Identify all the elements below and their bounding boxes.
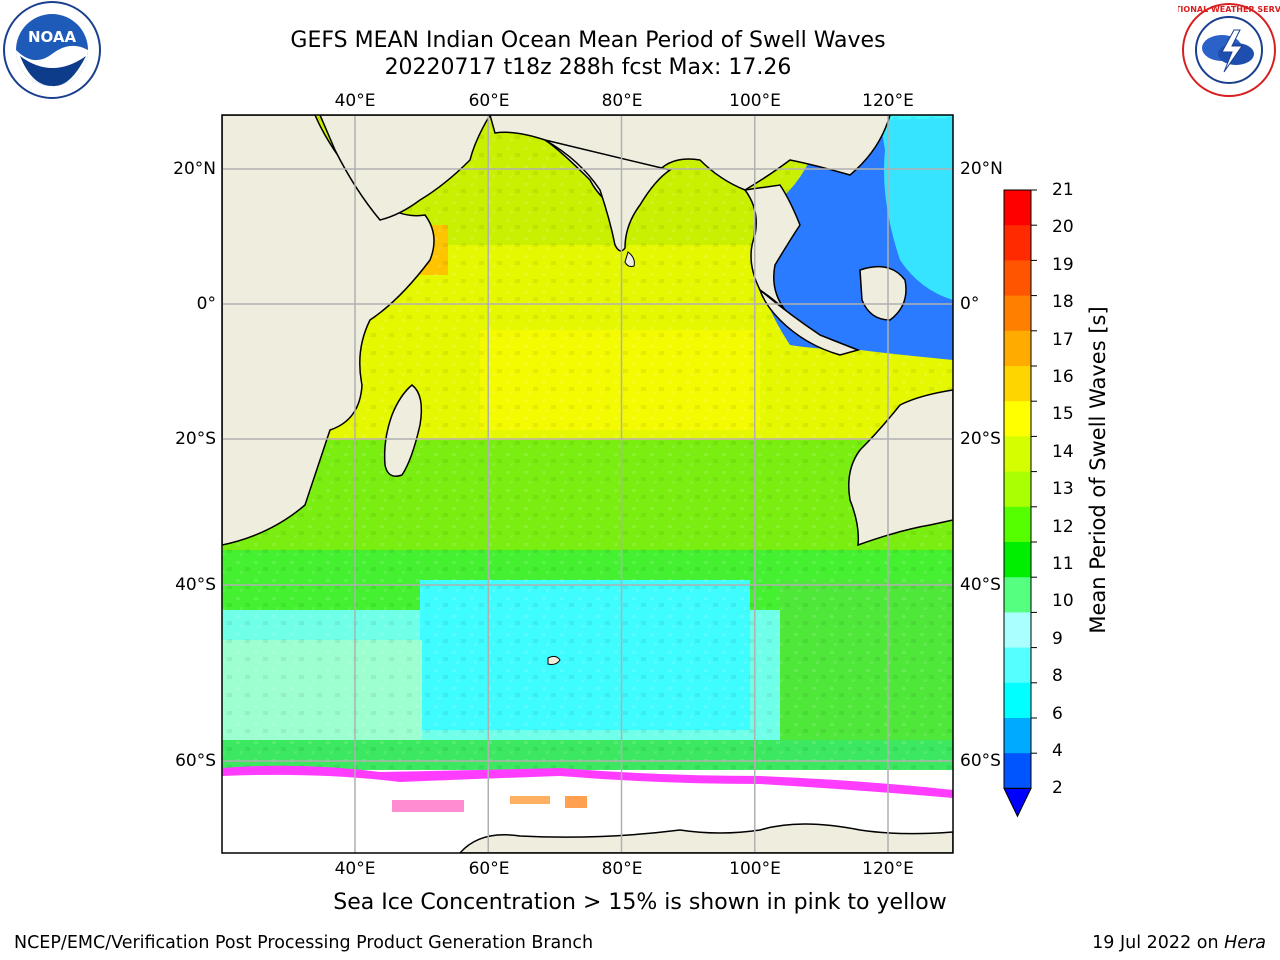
lat-tick-right: 20°N bbox=[960, 159, 1003, 179]
colorbar-tick-label: 18 bbox=[1052, 292, 1074, 313]
colorbar-segment bbox=[1004, 295, 1031, 332]
lon-tick-bottom: 80°E bbox=[601, 859, 643, 879]
lon-tick-bottom: 120°E bbox=[862, 859, 914, 879]
lon-tick-top: 80°E bbox=[601, 91, 643, 111]
colorbar-segment bbox=[1004, 366, 1031, 402]
colorbar-segment bbox=[1004, 225, 1031, 261]
map-field bbox=[222, 115, 953, 853]
land-sumatra bbox=[758, 287, 861, 356]
colorbar bbox=[1003, 189, 1037, 818]
chart-title: GEFS MEAN Indian Ocean Mean Period of Sw… bbox=[290, 28, 886, 53]
lat-tick-right: 20°S bbox=[960, 429, 1001, 449]
colorbar-segment bbox=[1004, 190, 1031, 226]
lon-tick-top: 60°E bbox=[468, 91, 510, 111]
lat-tick-right: 40°S bbox=[960, 575, 1001, 595]
land-kerguelen bbox=[547, 655, 561, 665]
land-sri-lanka bbox=[624, 251, 635, 267]
colorbar-segment bbox=[1004, 436, 1031, 473]
lon-tick-bottom: 60°E bbox=[468, 859, 510, 879]
colorbar-segment bbox=[1004, 260, 1031, 297]
colorbar-segment bbox=[1004, 647, 1031, 684]
lon-tick-top: 40°E bbox=[334, 91, 376, 111]
lat-tick-right: 0° bbox=[960, 294, 980, 314]
colorbar-segment bbox=[1004, 506, 1031, 543]
colorbar-segment bbox=[1004, 577, 1031, 613]
colorbar-tick-label: 21 bbox=[1052, 180, 1074, 200]
colorbar-tick-label: 14 bbox=[1052, 441, 1074, 462]
colorbar-tick-label: 16 bbox=[1052, 367, 1074, 387]
land-madagascar bbox=[383, 384, 423, 477]
noaa-logo-text: NOAA bbox=[28, 28, 77, 46]
lon-tick-top: 100°E bbox=[729, 91, 781, 111]
ice-patch-orange-1 bbox=[392, 800, 464, 812]
field-maritime-cyan bbox=[880, 118, 953, 300]
chart-subtitle: 20220717 t18z 288h fcst Max: 17.26 bbox=[384, 55, 792, 80]
colorbar-tick-label: 11 bbox=[1052, 554, 1074, 574]
colorbar-segment bbox=[1004, 471, 1031, 508]
lon-tick-bottom: 100°E bbox=[729, 859, 781, 879]
lat-tick-right: 60°S bbox=[960, 751, 1001, 771]
colorbar-segment bbox=[1004, 330, 1031, 367]
colorbar-tick-label: 12 bbox=[1052, 516, 1074, 537]
lat-tick-left: 20°S bbox=[175, 429, 216, 449]
colorbar-segment bbox=[1004, 401, 1031, 437]
colorbar-tick-label: 19 bbox=[1052, 254, 1074, 275]
machine-name: Hera bbox=[1224, 933, 1266, 953]
colorbar-tick-label: 6 bbox=[1052, 703, 1063, 724]
nws-logo-text: NATIONAL WEATHER SERVICE bbox=[1178, 5, 1280, 14]
land-australia bbox=[848, 389, 953, 547]
colorbar-segment bbox=[1004, 542, 1031, 578]
land-arabia bbox=[319, 115, 491, 221]
date-text: 19 Jul 2022 on Hera bbox=[1092, 933, 1266, 953]
credit-text: NCEP/EMC/Verification Post Processing Pr… bbox=[14, 933, 594, 953]
lat-tick-left: 0° bbox=[196, 294, 216, 314]
date-label: 19 Jul 2022 on bbox=[1092, 933, 1219, 953]
colorbar-title: Mean Period of Swell Waves [s] bbox=[1086, 306, 1110, 634]
lat-tick-left: 60°S bbox=[175, 751, 216, 771]
colorbar-tick-label: 2 bbox=[1052, 778, 1063, 799]
land-borneo bbox=[859, 265, 907, 321]
colorbar-segment bbox=[1004, 718, 1031, 754]
colorbar-tick-label: 10 bbox=[1052, 591, 1074, 612]
colorbar-tick-label: 8 bbox=[1052, 666, 1063, 687]
colorbar-tick-label: 20 bbox=[1052, 217, 1074, 238]
sea-ice-note: Sea Ice Concentration > 15% is shown in … bbox=[333, 890, 947, 915]
ice-patch-orange-2 bbox=[510, 796, 550, 804]
colorbar-frame bbox=[1003, 189, 1032, 789]
colorbar-tick-label: 4 bbox=[1052, 741, 1063, 761]
ice-patch-orange-3 bbox=[565, 796, 587, 808]
map-frame bbox=[221, 114, 954, 854]
colorbar-extend-arrow bbox=[1003, 787, 1032, 818]
colorbar-segment bbox=[1004, 753, 1031, 789]
colorbar-tick-label: 17 bbox=[1052, 329, 1074, 350]
map-grid bbox=[222, 115, 953, 853]
antarctica-coast bbox=[459, 823, 953, 853]
colorbar-segment bbox=[1004, 612, 1031, 649]
nws-logo: NATIONAL WEATHER SERVICE bbox=[1178, 3, 1280, 97]
lon-tick-bottom: 40°E bbox=[334, 859, 376, 879]
lat-tick-left: 20°N bbox=[173, 159, 216, 179]
colorbar-tick-label: 9 bbox=[1052, 628, 1063, 649]
colorbar-tick-label: 13 bbox=[1052, 479, 1074, 500]
lon-tick-top: 120°E bbox=[862, 91, 914, 111]
colorbar-segment bbox=[1004, 682, 1031, 719]
lat-tick-left: 40°S bbox=[175, 575, 216, 595]
noaa-logo: NOAA bbox=[3, 1, 101, 99]
land-india bbox=[544, 139, 672, 252]
colorbar-tick-label: 15 bbox=[1052, 404, 1074, 425]
